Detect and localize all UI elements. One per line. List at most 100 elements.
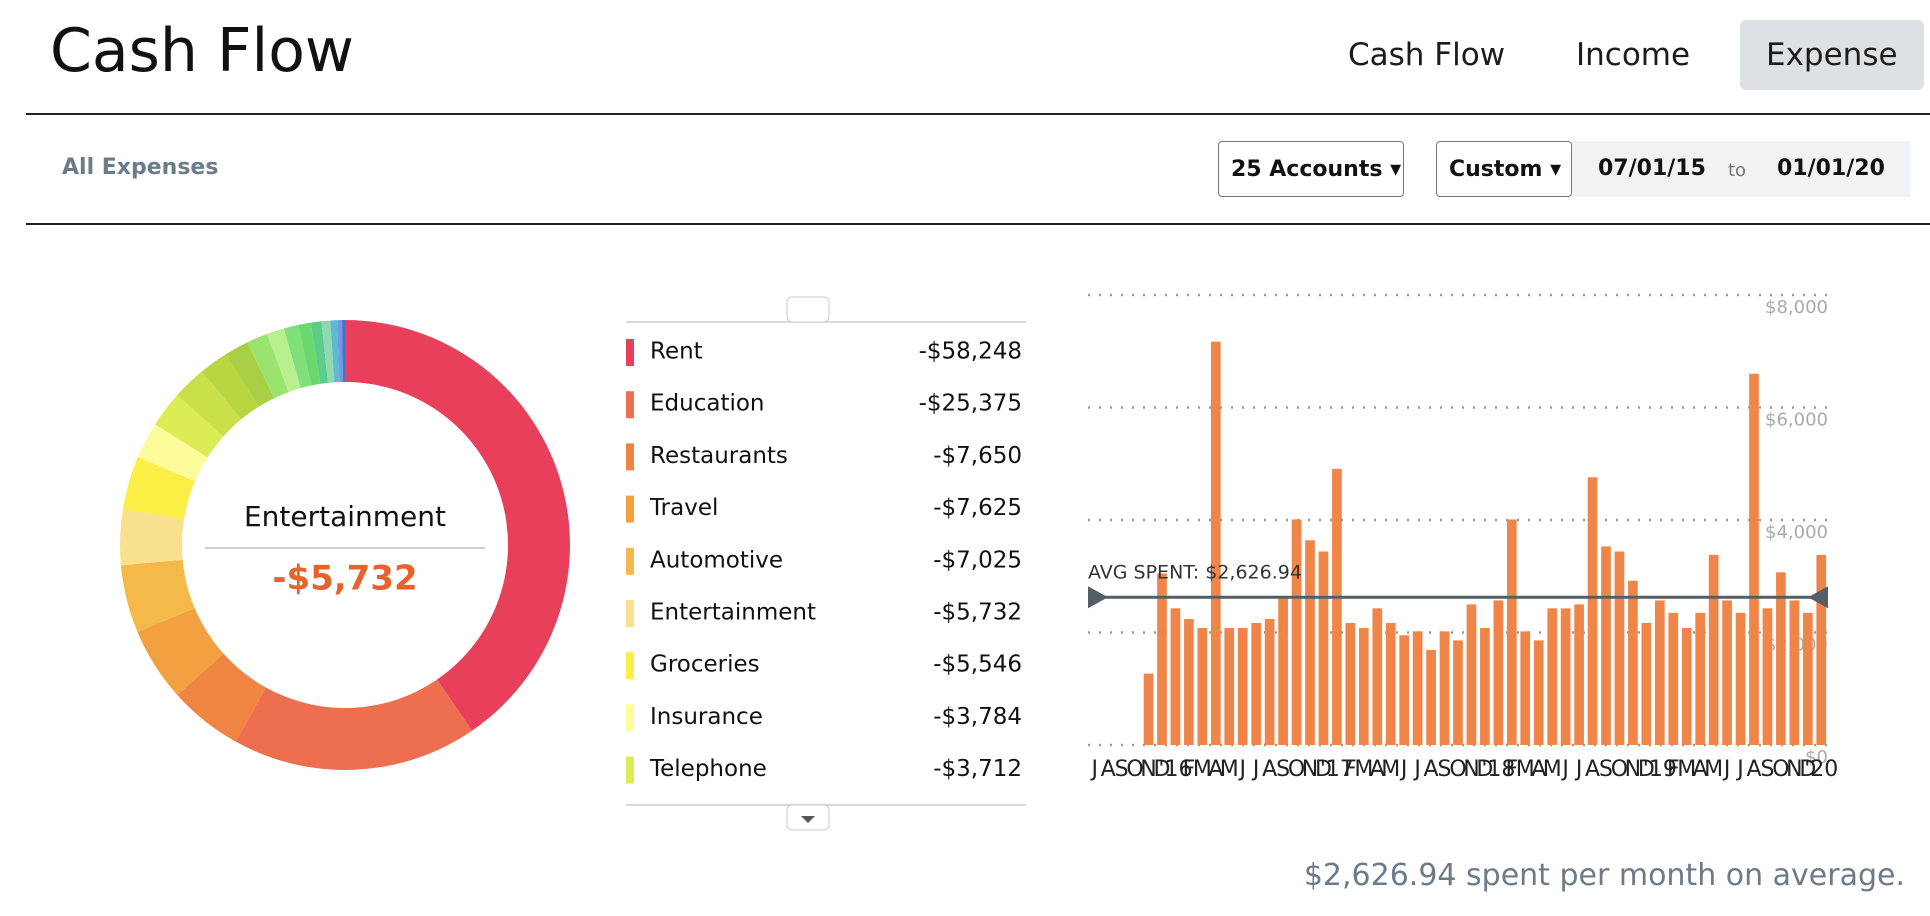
date-to[interactable]: 01/01/20 — [1777, 156, 1885, 181]
x-tick-label: D — [1476, 757, 1493, 782]
donut-slice — [330, 320, 340, 383]
bar — [1332, 468, 1342, 745]
y-tick-label: $8,000 — [1765, 297, 1828, 318]
donut-slice — [137, 608, 224, 696]
legend-name: Groceries — [650, 652, 760, 678]
bar — [1439, 631, 1450, 745]
date-from[interactable]: 07/01/15 — [1598, 156, 1706, 181]
y-tick-label: $4,000 — [1765, 522, 1828, 543]
legend-swatch — [626, 600, 634, 627]
legend-value: -$7,025 — [933, 547, 1022, 573]
x-tick-label: F — [1667, 757, 1680, 782]
donut-slice — [337, 320, 343, 383]
x-tick-label: J — [1574, 757, 1583, 782]
bar — [1762, 608, 1773, 745]
x-tick-label: '17 — [1320, 757, 1354, 782]
bar — [1480, 628, 1490, 745]
x-tick-label: N — [1140, 757, 1156, 782]
donut-slice — [267, 328, 301, 393]
x-tick-label: A — [1531, 757, 1546, 782]
donut-slice — [137, 424, 208, 482]
center-label: Entertainment — [244, 500, 446, 533]
bar — [1358, 628, 1369, 745]
range-dropdown[interactable]: Custom ▾ — [1436, 141, 1572, 197]
x-tick-label: D — [1154, 757, 1171, 782]
bar — [1264, 619, 1275, 745]
x-tick-label: '18 — [1481, 757, 1515, 782]
x-tick-label: O — [1449, 757, 1466, 782]
bar — [1372, 608, 1383, 745]
x-tick-label: J — [1722, 757, 1731, 782]
x-tick-label: N — [1302, 757, 1318, 782]
bar — [1143, 673, 1154, 745]
scroll-arrow — [801, 816, 815, 823]
bar — [1587, 477, 1598, 745]
average-marker — [1088, 586, 1108, 609]
date-separator: to — [1728, 160, 1747, 181]
legend-swatch — [626, 756, 634, 784]
legend-name: Automotive — [650, 547, 783, 573]
bar — [1520, 631, 1531, 745]
tab[interactable]: Cash Flow — [1348, 37, 1506, 73]
bar — [1426, 649, 1436, 745]
x-tick-label: '16 — [1158, 757, 1192, 782]
legend-value: -$5,546 — [933, 652, 1022, 678]
bar — [1816, 554, 1827, 745]
x-tick-label: O — [1772, 757, 1789, 782]
bar — [1776, 572, 1786, 745]
bar — [1722, 600, 1732, 745]
legend-swatch — [626, 391, 634, 419]
legend-swatch — [626, 443, 634, 471]
legend-swatch — [626, 495, 634, 523]
x-tick-label: S — [1599, 757, 1613, 782]
x-tick-label: O — [1126, 757, 1143, 782]
legend-name: Telephone — [649, 756, 767, 782]
y-tick-label: $6,000 — [1765, 410, 1828, 431]
bar — [1237, 628, 1248, 745]
x-tick-label: N — [1463, 757, 1479, 782]
tab[interactable]: Income — [1576, 37, 1691, 73]
legend-value: -$5,732 — [933, 600, 1022, 626]
legend-value: -$3,784 — [933, 704, 1022, 730]
x-tick-label: M — [1354, 757, 1373, 782]
x-tick-label: J — [1251, 757, 1260, 782]
x-tick-label: A — [1693, 757, 1708, 782]
scroll-up[interactable] — [786, 296, 830, 323]
tab[interactable]: Expense — [1740, 20, 1924, 90]
bar — [1184, 619, 1194, 745]
x-tick-label: A — [1585, 757, 1600, 782]
donut-slice — [177, 371, 242, 437]
donut-slice — [247, 333, 289, 399]
bar — [1681, 628, 1692, 745]
x-tick-label: S — [1760, 757, 1774, 782]
average-marker — [1808, 586, 1828, 609]
x-tick-label: A — [1262, 757, 1277, 782]
donut-slice — [122, 457, 195, 520]
bar — [1614, 551, 1625, 745]
x-tick-label: M — [1516, 757, 1535, 782]
accounts-dropdown[interactable]: 25 Accounts ▾ — [1218, 141, 1404, 197]
x-tick-label: '20 — [1804, 757, 1838, 782]
bar — [1453, 640, 1463, 745]
bar — [1278, 597, 1288, 745]
donut-slice — [119, 509, 185, 566]
center-value: -$5,732 — [272, 559, 417, 599]
bar — [1399, 635, 1410, 745]
x-tick-label: J — [1735, 757, 1744, 782]
x-tick-label: N — [1786, 757, 1802, 782]
legend-value: -$7,625 — [933, 495, 1022, 521]
bar — [1533, 640, 1544, 745]
donut-slice — [120, 559, 195, 633]
bar — [1305, 540, 1315, 745]
donut-slice — [283, 324, 312, 389]
x-tick-label: F — [1505, 757, 1518, 782]
donut-slice — [177, 653, 266, 742]
divider — [26, 113, 1930, 115]
bar — [1708, 554, 1719, 745]
donut-slice — [298, 322, 321, 386]
x-tick-label: O — [1288, 757, 1305, 782]
legend-value: -$58,248 — [919, 339, 1022, 365]
x-tick-label: S — [1115, 757, 1129, 782]
